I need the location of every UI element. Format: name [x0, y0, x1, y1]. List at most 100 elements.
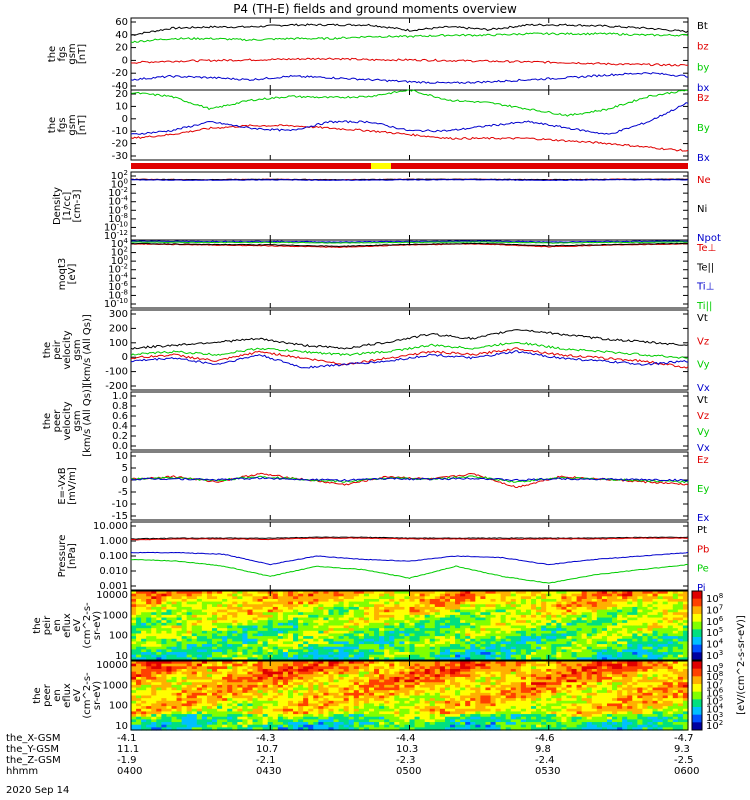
spectrogram-cell [389, 652, 395, 656]
spectrogram-cell [576, 604, 583, 608]
spectrogram-cell [328, 674, 335, 678]
spectrogram-cell [358, 625, 365, 629]
spectrogram-cell [136, 716, 142, 720]
spectrogram-cell [596, 614, 603, 619]
spectrogram-cell [313, 612, 319, 616]
spectrogram-cell [374, 682, 380, 686]
spectrogram-cell [333, 633, 340, 637]
spectrogram-cell [313, 630, 319, 635]
spectrogram-cell [561, 606, 568, 611]
spectrogram-cell [632, 636, 638, 640]
spectrogram-cell [227, 628, 233, 632]
spectrogram-cell [652, 609, 659, 613]
spectrogram-cell [541, 596, 547, 600]
spectrogram-cell [206, 663, 213, 667]
spectrogram-cell [480, 622, 487, 627]
spectrogram-cell [232, 671, 238, 675]
spectrogram-cell [151, 682, 157, 686]
spectrogram-cell [363, 671, 370, 675]
spectrogram-cell [303, 598, 309, 603]
spectrogram-cell [141, 668, 147, 673]
spectrogram-cell [201, 692, 208, 697]
spectrogram-cell [586, 657, 593, 661]
spectrogram-cell [323, 641, 330, 645]
y-tick-label: 102 [111, 246, 128, 259]
spectrogram-cell [379, 663, 385, 667]
spectrogram-cell [298, 724, 304, 728]
spectrogram-cell [212, 716, 218, 720]
spectrogram-cell [191, 663, 198, 667]
spectrogram-cell [455, 596, 461, 600]
spectrogram-cell [176, 716, 183, 720]
spectrogram-cell [348, 674, 355, 678]
spectrogram-cell [490, 617, 497, 621]
spectrogram-cell [272, 617, 279, 621]
spectrogram-cell [358, 617, 365, 621]
spectrogram-cell [186, 668, 193, 673]
spectrogram-cell [363, 700, 370, 705]
spectrogram-cell [298, 596, 304, 600]
spectrogram-cell [424, 666, 431, 670]
spectrogram-cell [323, 609, 330, 613]
legend-entry: by [697, 62, 709, 73]
spectrogram-cell [323, 657, 330, 661]
spectrogram-cell [181, 593, 188, 597]
spectrogram-cell [531, 625, 537, 629]
spectrogram-cell [363, 690, 370, 694]
spectrogram-cell [444, 609, 451, 613]
spectrogram-cell [217, 628, 223, 632]
spectrogram-cell [293, 668, 299, 673]
spectrogram-cell [338, 692, 345, 697]
spectrogram-cell [384, 724, 390, 728]
spectrogram-cell [541, 630, 547, 635]
spectrogram-cell [308, 593, 314, 597]
spectrogram-cell [166, 617, 173, 621]
spectrogram-cell [404, 668, 411, 673]
spectrogram-cell [293, 641, 299, 645]
spectrogram-cell [247, 684, 254, 689]
spectrogram-cell [318, 622, 325, 627]
spectrogram-cell [282, 628, 289, 632]
spectrogram-cell [627, 630, 633, 635]
spectrogram-cell [318, 719, 325, 723]
spectrogram-cell [252, 598, 259, 603]
spectrogram-cell [455, 622, 461, 627]
spectrogram-cell [196, 703, 203, 707]
spectrogram-cell [409, 674, 416, 678]
spectrogram-cell [429, 687, 436, 691]
spectrogram-cell [313, 663, 319, 667]
spectrogram-cell [601, 614, 608, 619]
spectrogram-cell [632, 606, 638, 611]
spectrogram-cell [505, 622, 512, 627]
spectrogram-cell [206, 654, 213, 658]
spectrogram-cell [287, 614, 294, 619]
spectrogram-cell [186, 679, 193, 683]
spectrogram-cell [368, 719, 375, 723]
spectrogram-cell [667, 614, 674, 619]
spectrogram-cell [561, 601, 568, 605]
spectrogram-cell [490, 636, 497, 640]
spectrogram-cell [277, 698, 284, 702]
spectrogram-cell [546, 598, 552, 603]
spectrogram-cell [313, 714, 319, 718]
spectrogram-cell [217, 652, 223, 656]
spectrogram-cell [525, 596, 532, 600]
spectrogram-cell [222, 711, 228, 715]
spectrogram-cell [176, 622, 183, 627]
spectrogram-cell [647, 644, 654, 648]
spectrogram-cell [151, 630, 157, 635]
spectrogram-cell [267, 692, 274, 697]
spectrogram-cell [434, 593, 441, 597]
spectrogram-cell [374, 593, 380, 597]
spectrogram-cell [267, 622, 274, 627]
spectrogram-cell [318, 636, 325, 640]
spectrogram-cell [247, 695, 254, 699]
spectrogram-cell [313, 703, 319, 707]
spectrogram-cell [293, 676, 299, 681]
spectrogram-cell [343, 625, 350, 629]
spectrogram-cell [217, 722, 223, 726]
y-tick-label: -20 [112, 139, 128, 150]
spectrogram-cell [394, 684, 400, 689]
spectrogram-cell [222, 652, 228, 656]
spectrogram-cell [368, 596, 375, 600]
